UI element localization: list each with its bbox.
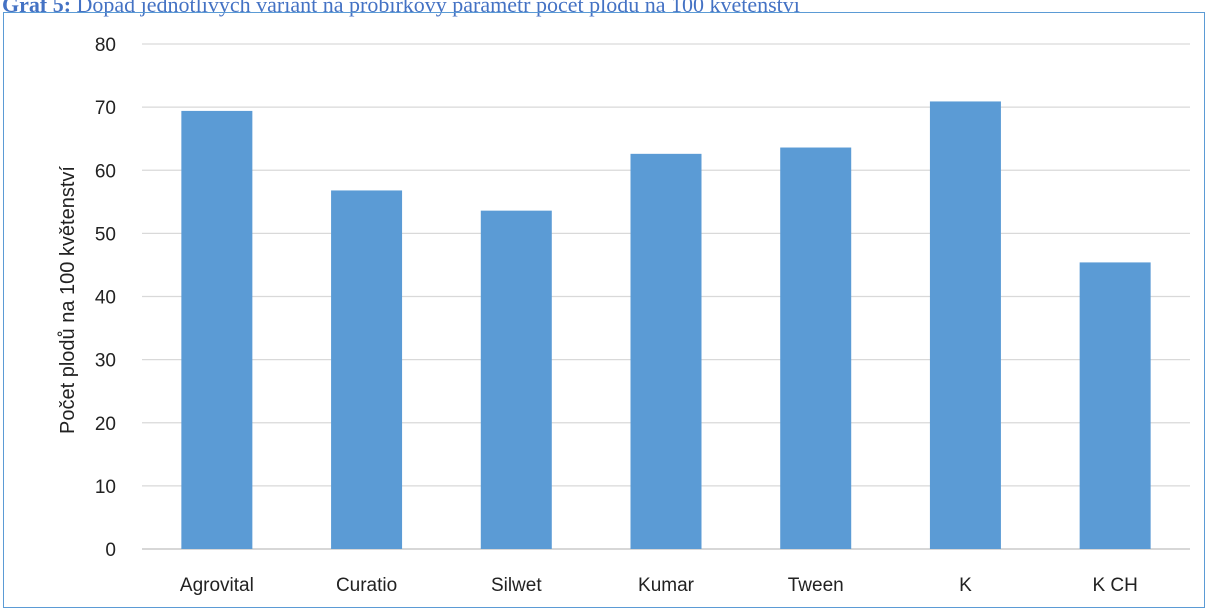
bars <box>181 101 1151 549</box>
x-axis-ticks: Agrovital Curatio Silwet Kumar Tween K K CH <box>180 575 1138 596</box>
y-tick-label: 80 <box>95 35 116 56</box>
bar <box>780 147 852 549</box>
x-tick-label: K CH <box>1092 575 1137 596</box>
bar <box>1079 262 1151 549</box>
bar <box>929 101 1001 549</box>
x-tick-label: Tween <box>788 575 844 596</box>
bar <box>331 190 403 549</box>
y-tick-label: 30 <box>95 351 116 372</box>
bar <box>630 153 702 549</box>
y-tick-label: 70 <box>95 98 116 119</box>
x-tick-label: K <box>959 575 972 596</box>
y-tick-label: 50 <box>95 224 116 245</box>
y-tick-label: 0 <box>105 540 116 561</box>
y-tick-label: 20 <box>95 414 116 435</box>
x-tick-label: Agrovital <box>180 575 254 596</box>
y-axis-label: Počet plodů na 100 květenství <box>57 166 79 434</box>
bar <box>480 210 552 549</box>
x-tick-label: Kumar <box>638 575 695 596</box>
y-tick-label: 10 <box>95 477 116 498</box>
chart-frame <box>3 12 1205 608</box>
x-tick-label: Curatio <box>336 575 397 596</box>
y-tick-label: 60 <box>95 161 116 182</box>
bar <box>181 110 253 549</box>
y-tick-label: 40 <box>95 288 116 309</box>
y-axis-ticks: 0 10 20 30 40 50 60 70 80 <box>95 35 116 561</box>
x-tick-label: Silwet <box>491 575 542 596</box>
